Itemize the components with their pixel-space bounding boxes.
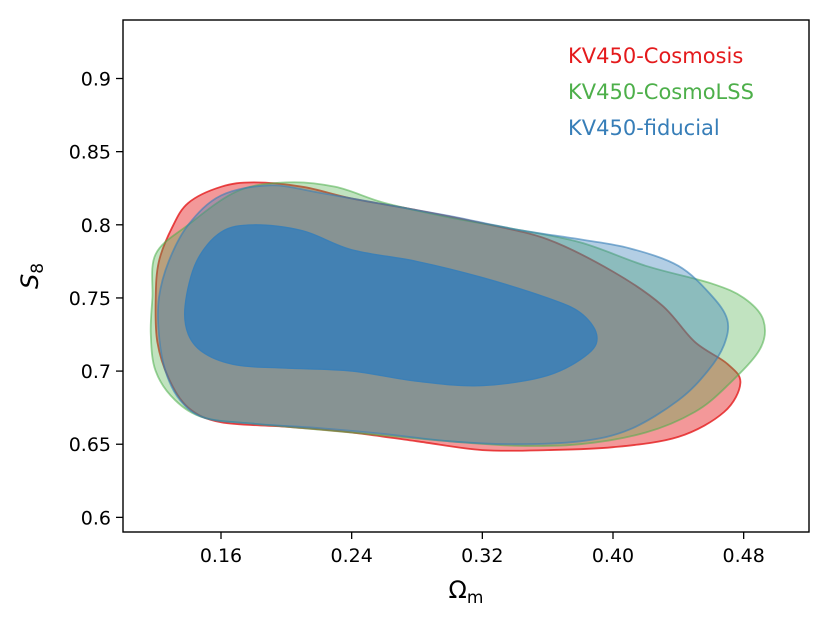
y-tick-label: 0.75 [69, 288, 111, 310]
y-tick-label: 0.85 [69, 142, 111, 164]
y-tick-label: 0.6 [81, 507, 111, 529]
x-axis-title-subscript: m [467, 588, 484, 608]
x-axis-title-main: Ω [449, 576, 467, 604]
y-axis-title-subscript: 8 [28, 263, 48, 274]
x-tick-label: 0.40 [592, 545, 634, 567]
legend: KV450-Cosmosis KV450-CosmoLSS KV450-fidu… [568, 44, 754, 140]
legend-entry-fiducial: KV450-fiducial [568, 116, 720, 140]
y-tick-label: 0.8 [81, 215, 111, 237]
x-axis-ticks: 0.16 0.24 0.32 0.40 0.48 [200, 532, 765, 567]
x-tick-label: 0.48 [723, 545, 765, 567]
x-tick-label: 0.32 [461, 545, 503, 567]
plot-frame [122, 19, 810, 533]
contour-layer [149, 181, 766, 452]
y-axis-title: S8 [16, 263, 48, 289]
y-tick-label: 0.9 [81, 69, 111, 91]
contour-68-fiducial-inner [183, 224, 598, 387]
x-axis-title: Ωm [449, 576, 484, 608]
y-tick-label: 0.65 [69, 434, 111, 456]
legend-entry-cosmosis: KV450-Cosmosis [568, 44, 743, 68]
x-tick-label: 0.16 [200, 545, 242, 567]
y-tick-label: 0.7 [81, 361, 111, 383]
legend-entry-cosmolss: KV450-CosmoLSS [568, 80, 754, 104]
x-tick-label: 0.24 [331, 545, 373, 567]
y-axis-title-main: S [16, 274, 44, 289]
y-axis-ticks: 0.6 0.65 0.7 0.75 0.8 0.85 0.9 [69, 69, 123, 529]
